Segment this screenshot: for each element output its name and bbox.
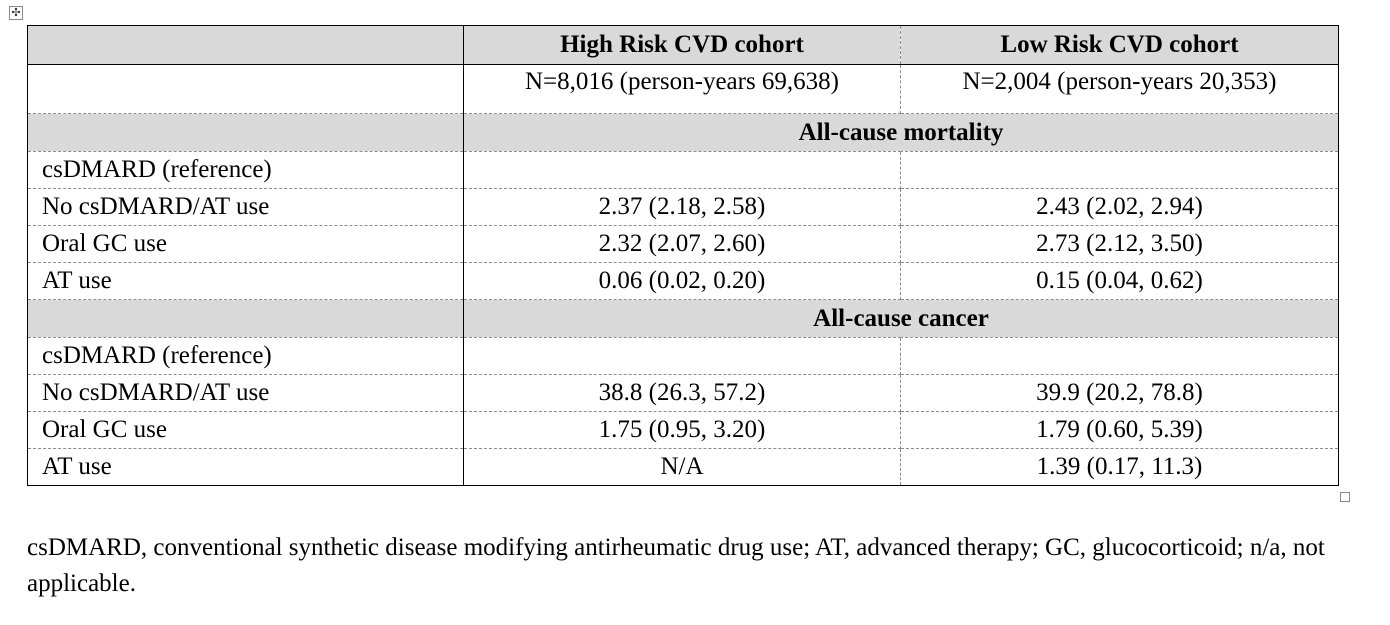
table-footnote: csDMARD, conventional synthetic disease … — [27, 534, 1325, 597]
table-row: csDMARD (reference) — [27, 337, 1339, 375]
section-header-row: All-cause mortality — [27, 113, 1339, 152]
table-row: No csDMARD/AT use 38.8 (26.3, 57.2) 39.9… — [27, 374, 1339, 412]
row-label: Oral GC use — [27, 225, 464, 263]
sample-size-low-risk: N=2,004 (person-years 20,353) — [900, 64, 1339, 114]
row-label: Oral GC use — [27, 411, 464, 449]
section-title-mortality: All-cause mortality — [463, 113, 1339, 152]
low-risk-value — [900, 151, 1339, 189]
section-header-cell-empty — [27, 113, 464, 152]
section-title-cancer: All-cause cancer — [463, 299, 1339, 338]
row-label: AT use — [27, 262, 464, 300]
section-header-row: All-cause cancer — [27, 299, 1339, 338]
low-risk-value: 1.39 (0.17, 11.3) — [900, 448, 1339, 486]
high-risk-value — [463, 337, 901, 375]
high-risk-value: 1.75 (0.95, 3.20) — [463, 411, 901, 449]
low-risk-value: 1.79 (0.60, 5.39) — [900, 411, 1339, 449]
table-header-row: High Risk CVD cohort Low Risk CVD cohort — [27, 25, 1339, 65]
table-row: AT use N/A 1.39 (0.17, 11.3) — [27, 448, 1339, 486]
low-risk-value: 39.9 (20.2, 78.8) — [900, 374, 1339, 412]
high-risk-value: 0.06 (0.02, 0.20) — [463, 262, 901, 300]
header-low-risk: Low Risk CVD cohort — [900, 25, 1339, 65]
low-risk-value: 2.73 (2.12, 3.50) — [900, 225, 1339, 263]
table-row: csDMARD (reference) — [27, 151, 1339, 189]
table-row: Oral GC use 2.32 (2.07, 2.60) 2.73 (2.12… — [27, 225, 1339, 263]
table-row: AT use 0.06 (0.02, 0.20) 0.15 (0.04, 0.6… — [27, 262, 1339, 300]
sample-size-row: N=8,016 (person-years 69,638) N=2,004 (p… — [27, 64, 1339, 114]
high-risk-value: 2.37 (2.18, 2.58) — [463, 188, 901, 226]
sample-size-high-risk: N=8,016 (person-years 69,638) — [463, 64, 901, 114]
row-label: AT use — [27, 448, 464, 486]
table-resize-handle[interactable] — [1340, 492, 1350, 502]
results-table: High Risk CVD cohort Low Risk CVD cohort… — [27, 25, 1339, 486]
sample-size-cell-empty — [27, 64, 464, 114]
high-risk-value: N/A — [463, 448, 901, 486]
table-row: No csDMARD/AT use 2.37 (2.18, 2.58) 2.43… — [27, 188, 1339, 226]
high-risk-value — [463, 151, 901, 189]
low-risk-value — [900, 337, 1339, 375]
row-label: No csDMARD/AT use — [27, 188, 464, 226]
row-label: csDMARD (reference) — [27, 151, 464, 189]
low-risk-value: 0.15 (0.04, 0.62) — [900, 262, 1339, 300]
section-header-cell-empty — [27, 299, 464, 338]
high-risk-value: 2.32 (2.07, 2.60) — [463, 225, 901, 263]
high-risk-value: 38.8 (26.3, 57.2) — [463, 374, 901, 412]
row-label: No csDMARD/AT use — [27, 374, 464, 412]
table-row: Oral GC use 1.75 (0.95, 3.20) 1.79 (0.60… — [27, 411, 1339, 449]
row-label: csDMARD (reference) — [27, 337, 464, 375]
header-high-risk: High Risk CVD cohort — [463, 25, 901, 65]
table-move-handle-icon[interactable]: ✣ — [9, 6, 23, 20]
header-cell-empty — [27, 25, 464, 65]
low-risk-value: 2.43 (2.02, 2.94) — [900, 188, 1339, 226]
